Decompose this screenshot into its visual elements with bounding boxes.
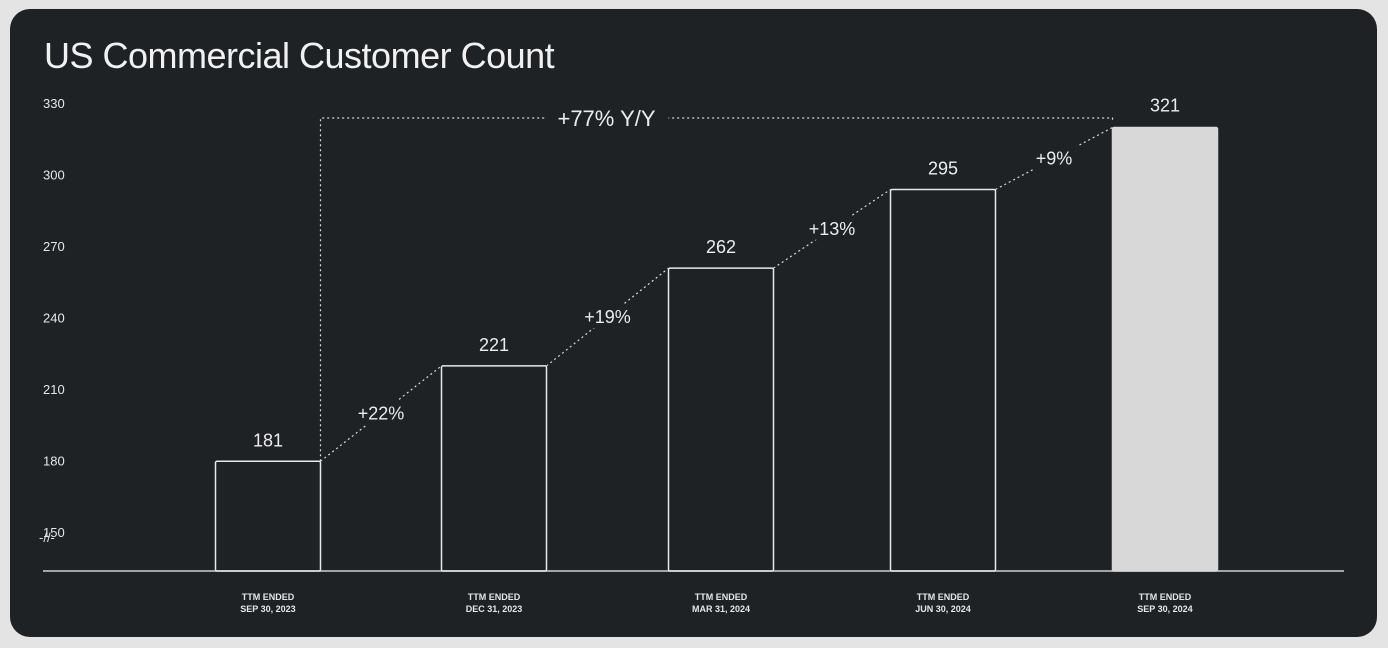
yoy-growth-label: +77% Y/Y [557, 106, 655, 131]
x-tick-label: DEC 31, 2023 [466, 604, 523, 614]
bar [1111, 126, 1219, 572]
x-tick-label: TTM ENDED [242, 592, 295, 602]
y-tick-label: 180 [43, 454, 65, 469]
growth-label-background [1028, 145, 1080, 170]
x-tick-label: JUN 30, 2024 [915, 604, 971, 614]
chart-card: US Commercial Customer Count -//- 150 180… [10, 9, 1377, 637]
bar-chart: -//- 150 180 210 240 270 300 330 181 TTM ENDED SE… [39, 95, 1344, 614]
y-tick-label: 270 [43, 239, 65, 254]
bar [889, 188, 997, 572]
growth-connector-line [546, 267, 669, 367]
bar-value-label: 262 [706, 237, 736, 257]
bar-value-label: 295 [928, 158, 958, 178]
growth-label-background [581, 304, 634, 329]
x-tick-label: TTM ENDED [695, 592, 748, 602]
growth-label: +9% [1036, 148, 1073, 168]
x-tick-label: SEP 30, 2023 [240, 604, 295, 614]
yoy-label-background [544, 102, 669, 132]
yoy-bracket-line [319, 117, 1114, 462]
growth-connector-line [320, 365, 442, 462]
x-tick-label: SEP 30, 2024 [1137, 604, 1192, 614]
bar [440, 365, 548, 572]
x-tick-label: TTM ENDED [468, 592, 521, 602]
y-tick-label: 210 [43, 382, 65, 397]
y-tick-label: 300 [43, 168, 65, 183]
y-tick-label: 150 [43, 525, 65, 540]
chart-title: US Commercial Customer Count [44, 35, 555, 76]
x-tick-label: MAR 31, 2024 [692, 604, 750, 614]
axis-break-mark: -//- [39, 530, 55, 545]
growth-label: +19% [584, 307, 631, 327]
bar-value-label: 221 [479, 335, 509, 355]
growth-label-background [355, 400, 407, 425]
y-tick-label: 330 [43, 96, 65, 111]
x-tick-label: TTM ENDED [1139, 592, 1192, 602]
bar [667, 267, 775, 572]
bar [214, 460, 322, 572]
x-tick-label: TTM ENDED [917, 592, 970, 602]
y-tick-label: 240 [43, 311, 65, 326]
growth-label: +22% [358, 404, 405, 424]
bar-value-label: 321 [1150, 95, 1180, 115]
growth-label: +13% [809, 219, 856, 239]
growth-label-background [806, 215, 858, 240]
bar-value-label: 181 [253, 430, 283, 450]
